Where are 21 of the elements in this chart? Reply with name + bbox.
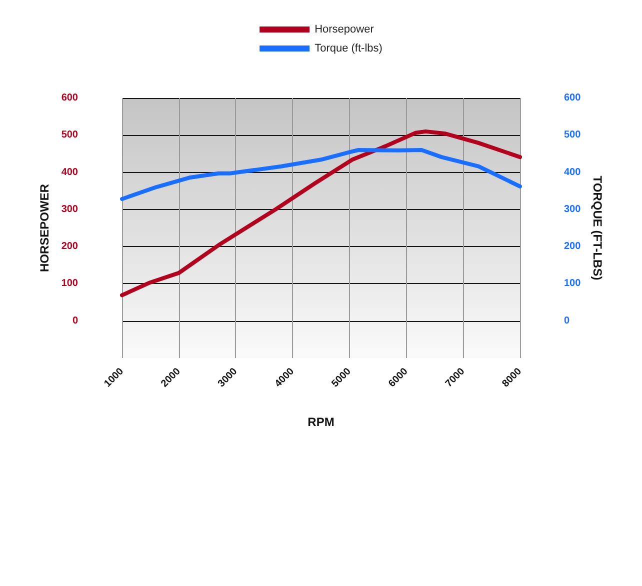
y2-axis-title: TORQUE (FT-LBS) (590, 176, 605, 280)
line-series (120, 129, 522, 298)
y-axis-title: HORSEPOWER (37, 184, 52, 272)
y-tick-label: 300 (61, 204, 78, 215)
legend-label: Torque (ft-lbs) (314, 42, 382, 54)
y2-tick-label: 400 (564, 166, 582, 178)
y2-tick-label: 600 (564, 92, 582, 104)
y-tick-label: 400 (61, 166, 78, 178)
y-tick-label: 600 (61, 92, 78, 104)
y2-tick-label: 100 (564, 278, 582, 290)
y-tick-label: 200 (61, 241, 78, 252)
y2-tick-label: 200 (564, 241, 582, 252)
y-tick-label: 100 (61, 278, 78, 290)
x-axis-title: RPM (308, 415, 334, 429)
y2-tick-label: 0 (564, 315, 570, 326)
y2-tick-label: 500 (564, 130, 582, 141)
y-tick-label: 0 (72, 315, 78, 326)
y-tick-label: 500 (61, 130, 78, 141)
y2-tick-label: 300 (564, 204, 582, 215)
legend-label: Horsepower (314, 24, 374, 36)
line-series (120, 148, 522, 202)
